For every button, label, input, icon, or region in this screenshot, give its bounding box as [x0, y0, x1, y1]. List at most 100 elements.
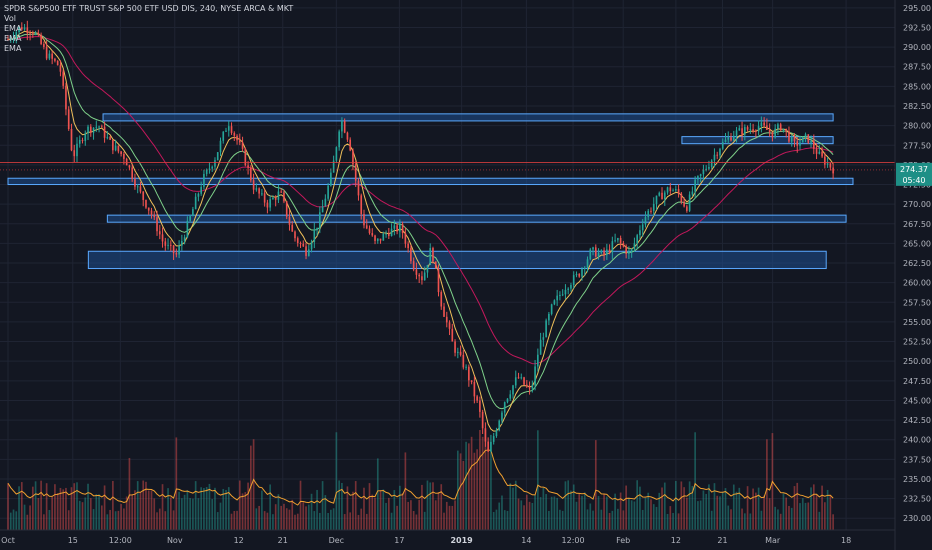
candle-body: [335, 147, 338, 161]
candle-body: [219, 140, 222, 153]
volume-bar: [338, 480, 340, 530]
volume-bar: [487, 447, 489, 530]
volume-bar: [658, 492, 661, 530]
x-tick-label: 12:00: [109, 536, 132, 545]
indicator-ema-1[interactable]: EMA: [4, 24, 22, 33]
indicator-ema-2[interactable]: EMA: [4, 34, 22, 43]
volume-bar: [376, 458, 379, 530]
volume-bar: [548, 510, 550, 530]
volume-bar: [465, 441, 467, 530]
candle-body: [192, 209, 194, 217]
volume-bar: [630, 500, 633, 530]
volume-bar: [746, 486, 749, 530]
volume-bar: [415, 514, 418, 530]
y-tick-label: 287.50: [903, 63, 931, 72]
volume-bar: [178, 491, 180, 530]
candle-body: [269, 199, 271, 208]
candle-body: [807, 134, 810, 143]
candle-body: [341, 120, 343, 132]
volume-bar: [782, 493, 785, 530]
candle-body: [735, 130, 738, 136]
volume-bar: [603, 494, 605, 530]
volume-bar: [109, 509, 111, 530]
volume-bar: [476, 449, 478, 530]
chart-header: SPDR S&P500 ETF TRUST S&P 500 ETF USD DI…: [4, 4, 293, 54]
zone-rect-4[interactable]: [106, 214, 847, 223]
y-tick-label: 232.50: [903, 495, 931, 504]
volume-bar: [757, 487, 760, 530]
volume-bar: [385, 502, 387, 530]
volume-bar: [258, 505, 260, 530]
volume-bar: [528, 501, 531, 530]
x-tick-label: 21: [278, 536, 288, 545]
volume-bar: [677, 513, 680, 530]
volume-bar: [401, 493, 404, 530]
candle-body: [572, 275, 575, 286]
volume-bar: [583, 492, 586, 530]
candle-body: [501, 412, 503, 421]
zone-rect-1[interactable]: [102, 113, 834, 122]
volume-bar: [189, 498, 191, 530]
volume-bar: [614, 493, 616, 530]
volume-bar: [112, 480, 114, 530]
x-tick-label: Oct: [1, 536, 15, 545]
volume-bar: [153, 498, 156, 530]
candle-body: [272, 197, 274, 200]
volume-bar: [125, 496, 128, 530]
candle-body: [517, 377, 520, 379]
candle-body: [172, 245, 175, 254]
candle-body: [705, 168, 708, 170]
volume-bar: [321, 481, 324, 530]
volume-bar: [236, 510, 238, 530]
y-tick-label: 252.50: [903, 338, 931, 347]
zone-rect-5[interactable]: [87, 250, 827, 270]
volume-bar: [600, 509, 603, 530]
volume-bar: [15, 511, 18, 530]
candle-body: [280, 191, 283, 193]
candle-body: [525, 384, 528, 387]
candle-body: [423, 272, 426, 281]
candle-body: [7, 39, 9, 41]
volume-bar: [390, 512, 393, 530]
candle-body: [59, 65, 62, 72]
candle-body: [545, 320, 547, 338]
volume-bar: [559, 509, 561, 530]
candle-body: [589, 249, 592, 260]
volume-bar: [343, 514, 346, 530]
candle-body: [652, 203, 655, 211]
candle-body: [788, 131, 790, 142]
volume-bar: [683, 487, 685, 530]
y-tick-label: 237.50: [903, 455, 931, 464]
symbol-title[interactable]: SPDR S&P500 ETF TRUST S&P 500 ETF USD DI…: [4, 4, 294, 13]
candle-body: [291, 224, 294, 232]
candle-body: [641, 224, 644, 231]
volume-bar: [399, 485, 401, 530]
volume-bar: [183, 494, 186, 530]
volume-bar: [636, 480, 639, 530]
volume-bar: [829, 494, 832, 530]
volume-bar: [434, 500, 437, 530]
candle-body: [476, 396, 478, 401]
candle-body: [112, 139, 114, 151]
candle-body: [534, 366, 536, 386]
candle-body: [40, 34, 42, 45]
indicator-ema-3[interactable]: EMA: [4, 44, 22, 53]
candle-body: [503, 402, 506, 413]
indicator-vol[interactable]: Vol: [4, 14, 16, 23]
volume-bar: [324, 495, 327, 530]
zone-rect-3[interactable]: [7, 177, 854, 186]
volume-bar: [238, 480, 241, 530]
volume-bar: [785, 497, 788, 530]
candle-body: [537, 354, 539, 367]
x-tick-label: 14: [521, 536, 531, 545]
volume-bar: [492, 512, 495, 530]
y-tick-label: 265.00: [903, 239, 931, 248]
candle-body: [432, 248, 434, 262]
volume-bar: [147, 490, 150, 530]
volume-bar: [357, 514, 360, 530]
candle-body: [777, 124, 779, 129]
candle-body: [76, 143, 78, 157]
candle-body: [285, 201, 288, 217]
support-resistance-zones[interactable]: [7, 113, 854, 270]
